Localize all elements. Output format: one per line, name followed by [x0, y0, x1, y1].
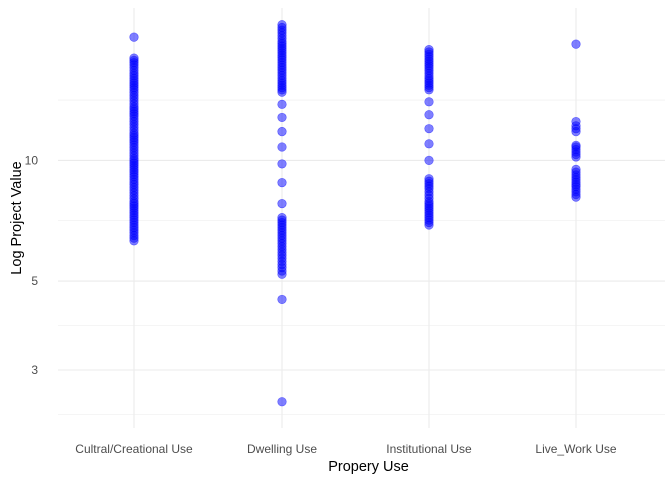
data-point: [277, 112, 287, 123]
data-point: [277, 99, 287, 109]
y-tick-label: 3: [31, 363, 38, 377]
data-point: [424, 139, 434, 149]
data-point: [424, 97, 434, 107]
data-point: [571, 152, 581, 162]
y-tick-label: 5: [31, 274, 38, 288]
x-tick-label: Live_Work Use: [535, 442, 616, 456]
data-point: [424, 155, 434, 166]
data-point: [571, 192, 581, 202]
data-point: [277, 87, 287, 97]
data-point: [277, 142, 287, 152]
data-point: [571, 39, 581, 49]
data-point: [277, 199, 287, 209]
x-axis-title: Propery Use: [328, 459, 409, 475]
data-point: [277, 178, 287, 188]
data-point: [277, 294, 287, 305]
data-point: [424, 110, 434, 120]
data-point: [277, 159, 287, 169]
data-point: [129, 236, 139, 246]
data-point: [277, 126, 287, 137]
data-point: [424, 220, 434, 230]
data-point: [277, 269, 287, 279]
x-tick-label: Institutional Use: [386, 442, 472, 456]
data-point: [571, 126, 581, 137]
data-point: [129, 32, 139, 42]
data-point: [277, 397, 287, 407]
y-tick-label: 10: [25, 153, 39, 167]
x-tick-label: Cultral/Creational Use: [75, 442, 193, 456]
data-point: [424, 85, 434, 95]
data-point: [424, 124, 434, 134]
x-tick-label: Dwelling Use: [247, 442, 317, 456]
y-axis-title: Log Project Value: [9, 161, 25, 274]
